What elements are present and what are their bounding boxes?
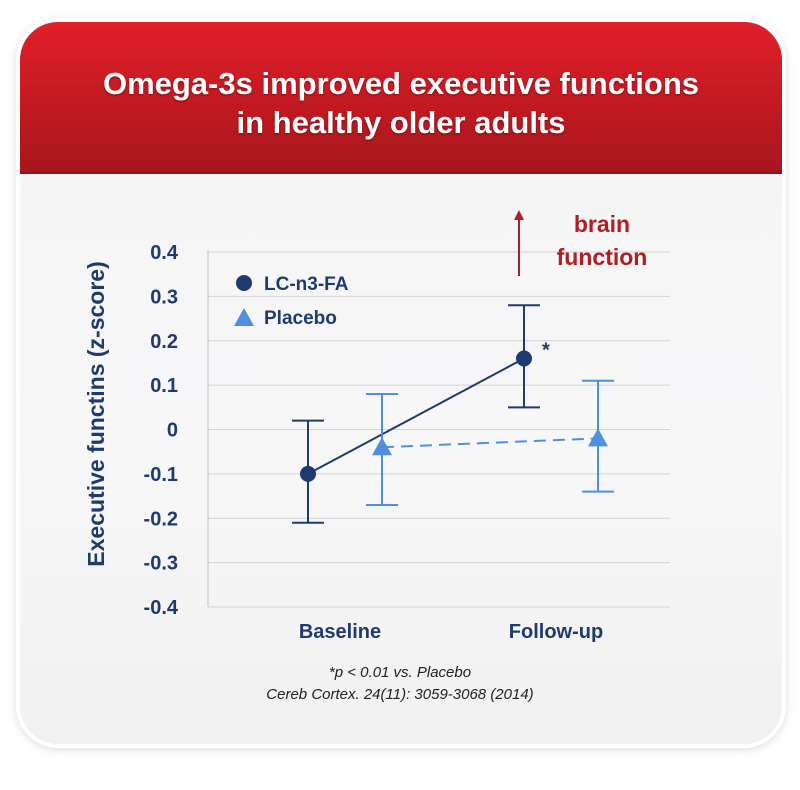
y-tick-label: 0.3 bbox=[150, 286, 178, 308]
y-axis-label: Executive functins (z-score) bbox=[83, 261, 109, 566]
y-tick-label: -0.4 bbox=[144, 597, 179, 619]
legend-marker-placebo bbox=[234, 308, 254, 326]
series-line bbox=[307, 357, 525, 475]
legend-label-lc-n3-fa: LC-n3-FA bbox=[264, 274, 349, 295]
legend: LC-n3-FA Placebo bbox=[234, 274, 349, 329]
series-line bbox=[381, 437, 599, 449]
x-tick-label: Follow-up bbox=[509, 621, 603, 643]
brain-function-annotation: brain function bbox=[514, 210, 647, 276]
up-arrow-head-icon bbox=[514, 210, 524, 220]
annotation-line-1: brain bbox=[574, 211, 630, 237]
footnote-significance: *p < 0.01 vs. Placebo bbox=[328, 664, 472, 681]
annotation-line-2: function bbox=[557, 244, 648, 270]
title-line-2: in healthy older adults bbox=[236, 105, 566, 140]
chart-card: Omega-3s improved executive functions in… bbox=[20, 22, 782, 744]
footnote-citation: Cereb Cortex. 24(11): 3059-3068 (2014) bbox=[266, 686, 534, 703]
legend-marker-lc-n3-fa bbox=[236, 275, 252, 291]
data-point-lc-n3-fa bbox=[516, 350, 532, 367]
x-tick-label: Baseline bbox=[299, 621, 381, 643]
data-point-placebo bbox=[372, 437, 392, 456]
y-tick-label: 0 bbox=[167, 420, 178, 442]
y-tick-label: 0.4 bbox=[150, 242, 179, 264]
chart-header: Omega-3s improved executive functions in… bbox=[20, 22, 782, 174]
significance-marker: * bbox=[542, 340, 550, 362]
y-tick-label: -0.3 bbox=[144, 553, 178, 575]
title-line-1: Omega-3s improved executive functions bbox=[102, 66, 700, 101]
x-tick-labels: Baseline Follow-up bbox=[299, 621, 603, 643]
y-tick-label: -0.1 bbox=[144, 464, 178, 486]
data-point-lc-n3-fa bbox=[300, 465, 316, 482]
series-layer bbox=[292, 304, 614, 524]
y-tick-label: 0.2 bbox=[150, 331, 178, 353]
chart-title: Omega-3s improved executive functions in… bbox=[20, 22, 782, 142]
y-tick-label: 0.1 bbox=[150, 375, 178, 397]
data-point-placebo bbox=[588, 428, 608, 447]
y-tick-labels: 0.4 0.3 0.2 0.1 0 -0.1 -0.2 -0.3 -0.4 bbox=[144, 242, 179, 619]
legend-label-placebo: Placebo bbox=[264, 308, 337, 329]
grid-lines bbox=[207, 250, 670, 608]
y-tick-label: -0.2 bbox=[144, 508, 178, 530]
